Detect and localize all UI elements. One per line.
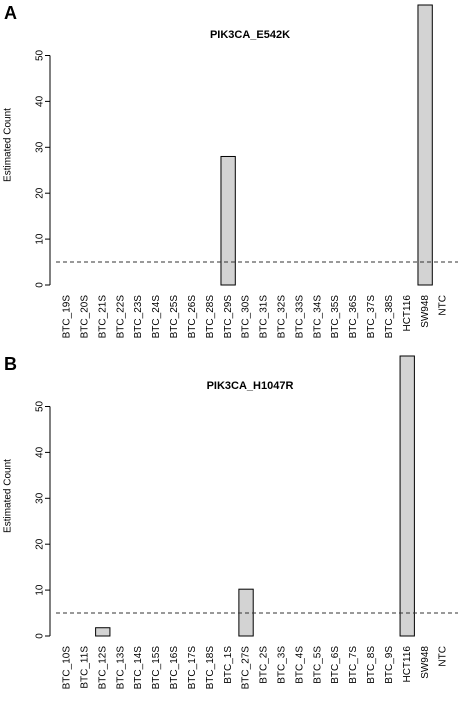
y-tick-label: 0 [35,282,46,288]
x-tick-label: SW948 [420,295,431,328]
x-tick-label: BTC_17S [187,646,198,690]
x-tick-label: BTC_5S [312,646,323,684]
bar [95,627,111,637]
x-tick-label: BTC_15S [151,646,162,690]
bar [399,355,415,637]
y-tick-label: 0 [35,633,46,639]
x-tick-label: BTC_26S [187,295,198,339]
x-tick-label: BTC_32S [277,295,288,339]
bar [220,155,236,286]
y-tick-label: 30 [35,141,46,153]
x-tick-label: NTC [438,646,449,667]
x-tick-label: HCT116 [402,295,413,332]
x-tick-label: HCT116 [402,646,413,683]
x-tick-label: BTC_30S [241,295,252,339]
y-axis-label: Estimated Count [3,108,14,182]
chart-title: PIK3CA_H1047R [207,380,294,392]
x-tick-label: BTC_33S [294,295,305,339]
bar [417,4,433,286]
x-tick-label: BTC_22S [115,295,126,339]
y-tick-label: 10 [35,584,46,596]
chart-title: PIK3CA_E542K [210,29,290,41]
x-tick-label: BTC_14S [133,646,144,690]
y-tick-label: 30 [35,492,46,504]
y-tick-label: 40 [35,446,46,458]
x-tick-label: BTC_2S [259,646,270,684]
x-tick-label: BTC_25S [169,295,180,339]
x-tick-label: BTC_8S [366,646,377,684]
x-tick-label: BTC_7S [348,646,359,684]
x-tick-label: BTC_21S [97,295,108,339]
x-tick-label: BTC_35S [330,295,341,339]
x-tick-label: BTC_28S [205,295,216,339]
panel-label: B [4,354,17,374]
x-tick-label: SW948 [420,646,431,679]
x-tick-label: BTC_36S [348,295,359,339]
x-tick-label: BTC_24S [151,295,162,339]
x-tick-label: BTC_34S [312,295,323,339]
x-tick-label: BTC_27S [241,646,252,690]
y-axis-label: Estimated Count [3,459,14,533]
x-tick-label: BTC_38S [384,295,395,339]
x-tick-label: BTC_12S [97,646,108,690]
y-tick-label: 50 [35,49,46,61]
x-tick-label: BTC_13S [115,646,126,690]
x-tick-label: BTC_1S [223,646,234,684]
y-tick-label: 50 [35,400,46,412]
x-tick-label: BTC_37S [366,295,377,339]
x-tick-label: BTC_19S [62,295,73,339]
x-tick-label: BTC_16S [169,646,180,690]
x-tick-label: BTC_31S [259,295,270,339]
x-tick-label: BTC_10S [62,646,73,690]
x-tick-label: NTC [438,295,449,316]
x-tick-label: BTC_3S [277,646,288,684]
panel-label: A [4,3,17,23]
x-tick-label: BTC_23S [133,295,144,339]
x-tick-label: BTC_9S [384,646,395,684]
x-tick-label: BTC_18S [205,646,216,690]
y-tick-label: 20 [35,187,46,199]
x-tick-label: BTC_4S [294,646,305,684]
x-tick-label: BTC_20S [80,295,91,339]
x-tick-label: BTC_11S [80,646,91,689]
x-tick-label: BTC_29S [223,295,234,339]
y-tick-label: 20 [35,538,46,550]
y-tick-label: 10 [35,233,46,245]
y-tick-label: 40 [35,95,46,107]
x-tick-label: BTC_6S [330,646,341,684]
